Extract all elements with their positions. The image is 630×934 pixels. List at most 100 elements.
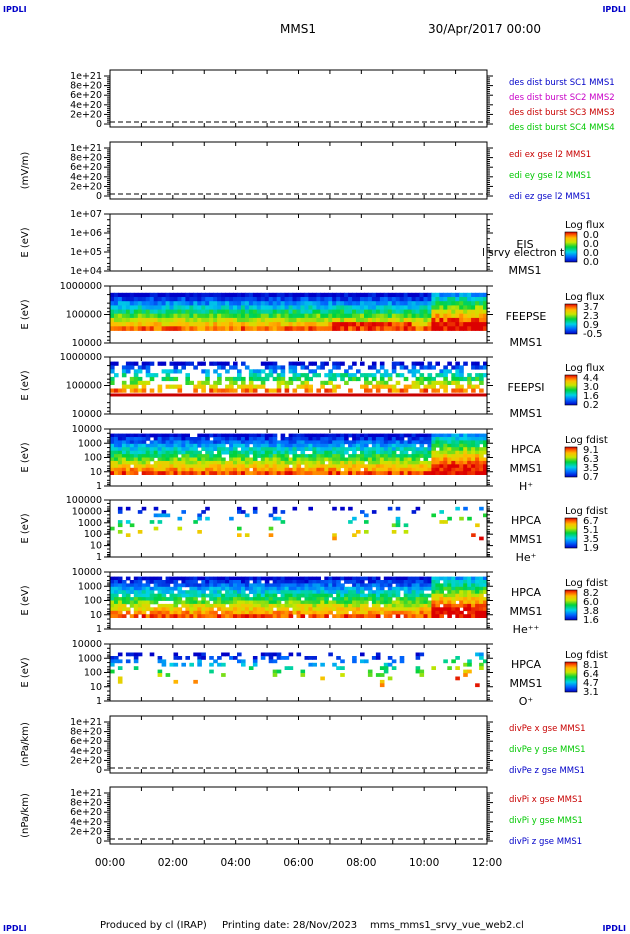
- spectrogram-cell: [189, 437, 194, 441]
- spectrogram-cell: [395, 447, 401, 451]
- spectrogram-cell: [312, 313, 317, 319]
- spectrogram-cell: [145, 443, 151, 448]
- spectrogram-cell: [252, 590, 258, 594]
- spectrogram-cell: [340, 301, 345, 306]
- spectrogram-cell: [173, 580, 179, 584]
- spectrogram-cell: [439, 369, 444, 374]
- spectrogram-cell: [419, 583, 425, 588]
- spectrogram-cell: [260, 586, 266, 591]
- spectrogram-cell: [288, 666, 294, 670]
- spectrogram-cell: [145, 457, 151, 462]
- panel-frame: [109, 499, 488, 558]
- spectrogram-cell: [304, 443, 310, 448]
- spectrogram-cell: [157, 361, 163, 366]
- spectrogram-cell: [455, 301, 460, 306]
- spectrogram-cell: [316, 593, 321, 598]
- spectrogram-cell: [292, 607, 298, 612]
- spectrogram-cell: [443, 576, 448, 581]
- spectrogram-cell: [328, 457, 333, 462]
- spectrogram-cell: [367, 313, 373, 319]
- spectrogram-cell: [447, 313, 452, 319]
- spectrogram-cell: [110, 603, 115, 608]
- spectrogram-cell: [320, 292, 325, 298]
- spectrogram-cell: [114, 309, 119, 315]
- spectrogram-cell: [233, 433, 238, 438]
- spectrogram-cell: [145, 450, 151, 455]
- spectrogram-cell: [316, 440, 321, 445]
- spectrogram-cell: [284, 447, 290, 451]
- spectrogram-cell: [435, 597, 440, 601]
- spectrogram-cell: [463, 440, 468, 445]
- spectrogram-cell: [332, 433, 337, 438]
- spectrogram-cell: [177, 614, 183, 618]
- spectrogram-cell: [423, 471, 429, 475]
- spectrogram-cell: [272, 447, 278, 451]
- spectrogram-cell: [411, 576, 417, 581]
- spectrogram-cell: [423, 384, 429, 389]
- spectrogram-cell: [280, 443, 286, 448]
- spectrogram-cell: [360, 471, 365, 475]
- spectrogram-cell: [185, 440, 190, 445]
- spectrogram-cell: [411, 440, 417, 445]
- spectrogram-cell: [312, 603, 317, 608]
- spectrogram-cell: [463, 376, 468, 382]
- spectrogram-cell: [252, 437, 258, 441]
- spectrogram-cell: [399, 464, 405, 469]
- spectrogram-cell: [276, 597, 282, 601]
- spectrogram-cell: [304, 380, 310, 385]
- spectrogram-cell: [256, 467, 262, 472]
- spectrogram-cell: [217, 580, 222, 584]
- spectrogram-cell: [483, 373, 488, 378]
- spectrogram-cell: [296, 373, 302, 378]
- spectrogram-cell: [169, 614, 175, 618]
- spectrogram-cell: [153, 313, 159, 319]
- spectrogram-cell: [276, 454, 282, 458]
- spectrogram-cell: [352, 313, 357, 319]
- spectrogram-cell: [479, 662, 484, 667]
- spectrogram-cell: [443, 292, 448, 298]
- spectrogram-cell: [221, 322, 226, 327]
- spectrogram-cell: [447, 369, 452, 374]
- spectrogram-cell: [364, 471, 369, 475]
- spectrogram-cell: [427, 614, 433, 618]
- spectrogram-cell: [260, 593, 266, 598]
- spectrogram-cell: [141, 467, 147, 472]
- spectrogram-cell: [443, 365, 448, 370]
- spectrogram-cell: [387, 580, 393, 584]
- spectrogram-cell: [193, 440, 198, 445]
- spectrogram-cell: [324, 437, 329, 441]
- spectrogram-cell: [320, 450, 325, 455]
- spectrogram-cell: [467, 662, 472, 667]
- spectrogram-cell: [336, 433, 341, 438]
- spectrogram-cell: [407, 583, 413, 588]
- spectrogram-cell: [125, 309, 131, 315]
- spectrogram-cell: [423, 450, 429, 455]
- spectrogram-cell: [463, 506, 468, 511]
- spectrogram-cell: [201, 652, 206, 657]
- spectrogram-cell: [296, 447, 302, 451]
- spectrogram-cell: [320, 380, 325, 385]
- spectrogram-cell: [451, 305, 456, 310]
- spectrogram-cell: [268, 292, 274, 298]
- instrument-label: HPCA: [511, 586, 542, 599]
- spectrogram-cell: [399, 597, 405, 601]
- spectrogram-cell: [137, 443, 143, 448]
- spectrogram-cell: [407, 301, 413, 306]
- spectrogram-cell: [379, 460, 385, 465]
- spectrogram-cell: [197, 460, 202, 465]
- spectrogram-cell: [467, 593, 472, 598]
- spectrogram-cell: [439, 297, 444, 302]
- spectrogram-cell: [229, 460, 234, 465]
- spectrogram-cell: [117, 607, 123, 612]
- spectrogram-cell: [288, 460, 294, 465]
- spectrogram-cell: [427, 467, 433, 472]
- spectrogram-cell: [217, 309, 222, 315]
- spectrogram-cell: [217, 433, 222, 438]
- spectrogram-cell: [471, 450, 476, 455]
- spectrogram-cell: [431, 513, 436, 518]
- spectrogram-cell: [165, 457, 171, 462]
- spectrogram-cell: [268, 583, 274, 588]
- spectrogram-cell: [352, 586, 357, 591]
- spectrogram-cell: [463, 471, 468, 475]
